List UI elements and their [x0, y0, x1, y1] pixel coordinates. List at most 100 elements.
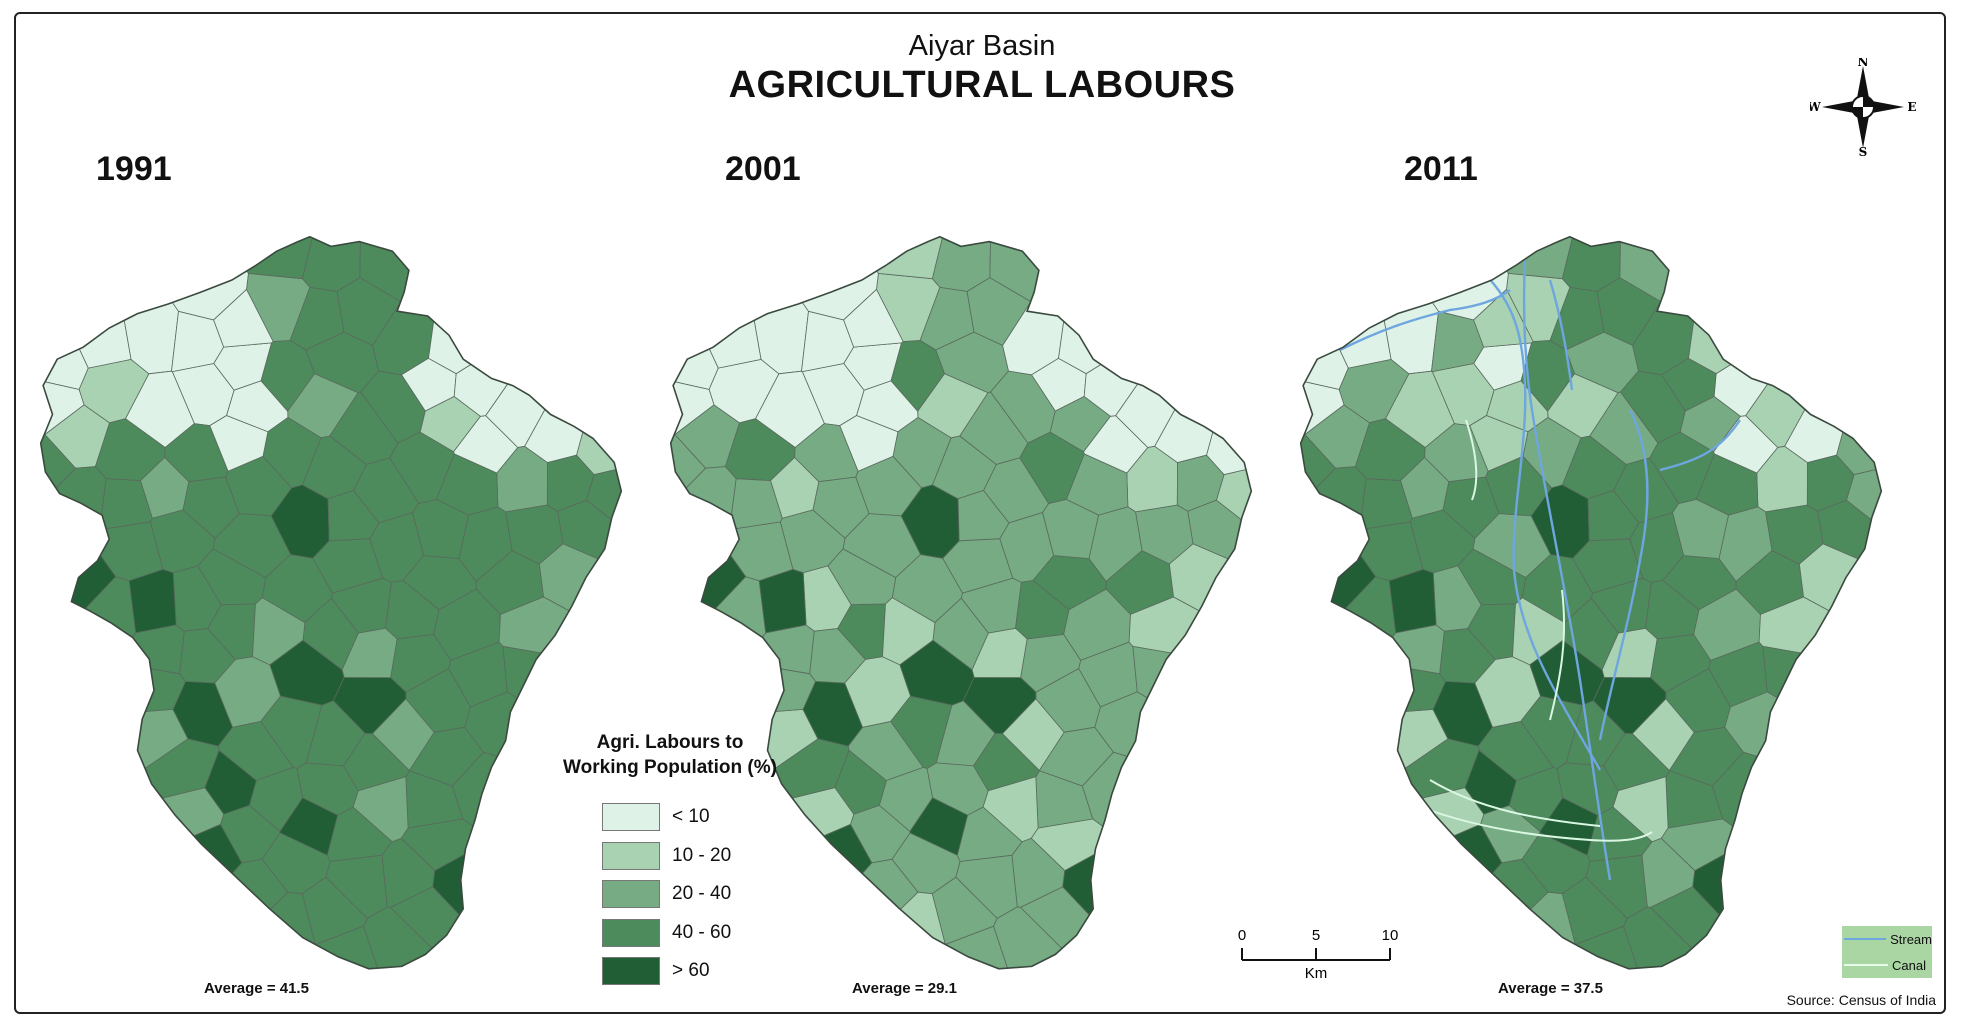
village-polygon — [856, 380, 919, 433]
village-polygon — [909, 797, 969, 856]
legend-item: 20 - 40 — [602, 875, 800, 914]
village-polygon — [1649, 431, 1715, 504]
village-polygon — [1300, 255, 1349, 390]
legend-swatch — [602, 841, 660, 870]
village-polygon — [839, 415, 899, 472]
panel-average-2011: Average = 37.5 — [1498, 980, 1603, 997]
village-polygon — [1338, 358, 1410, 424]
feature-label-stream: Stream — [1890, 931, 1932, 947]
feature-key-canal: Canal — [1842, 952, 1932, 978]
village-polygon — [40, 236, 132, 369]
legend-item: 10 - 20 — [602, 837, 800, 876]
legend: Agri. Labours to Working Population (%) … — [540, 730, 800, 991]
map-title: AGRICULTURAL LABOURS — [728, 64, 1236, 106]
feature-key-stream: Stream — [1842, 926, 1932, 952]
village-polygon — [962, 676, 1037, 735]
village-polygon — [1619, 236, 1786, 303]
village-polygon — [999, 512, 1055, 583]
village-polygon — [1688, 236, 1882, 375]
village-polygon — [209, 415, 269, 472]
stream-line — [1548, 279, 1574, 391]
village-polygon — [1062, 839, 1252, 969]
village-polygon — [1094, 691, 1252, 797]
village-polygon — [332, 676, 407, 735]
map-subtitle: Aiyar Basin — [908, 30, 1056, 62]
village-polygon — [1556, 762, 1619, 816]
village-polygon — [40, 787, 225, 905]
village-polygon — [1631, 698, 1695, 772]
village-polygon — [1442, 476, 1500, 539]
legend-swatch — [602, 880, 660, 909]
village-polygon — [770, 456, 820, 519]
village-polygon — [1469, 415, 1529, 472]
village-polygon — [576, 272, 622, 476]
village-polygon — [78, 358, 150, 424]
legend-title-line-2: Working Population (%) — [563, 757, 777, 778]
canal-line-symbol — [1844, 964, 1888, 966]
compass-s-label: S — [1859, 145, 1868, 156]
legend-title-line-1: Agri. Labours to — [596, 732, 744, 753]
village-polygon — [389, 431, 455, 504]
legend-swatch — [602, 957, 660, 986]
panel-year-1991: 1991 — [96, 150, 172, 188]
village-polygon — [708, 358, 780, 424]
village-polygon — [1206, 272, 1252, 476]
legend-label: < 10 — [672, 806, 710, 828]
village-polygon — [226, 380, 289, 433]
village-polygon — [279, 797, 339, 856]
scale-tick-label: 5 — [1312, 927, 1320, 944]
village-polygon — [882, 597, 936, 666]
village-polygon — [758, 568, 807, 634]
map-1991 — [40, 235, 623, 970]
village-polygon — [853, 236, 945, 280]
canal-line — [1429, 779, 1601, 827]
village-polygon — [1462, 891, 1576, 969]
panel-average-1991: Average = 41.5 — [204, 980, 309, 997]
village-polygon — [1402, 858, 1549, 969]
stream-line — [1522, 236, 1612, 881]
basin-boundary — [1300, 235, 1883, 970]
village-polygon — [40, 823, 243, 969]
village-polygon — [213, 288, 274, 348]
source-note: Source: Census of India — [1786, 992, 1936, 1008]
stream-line — [1339, 289, 1511, 352]
village-polygon — [1300, 787, 1485, 905]
village-polygon — [202, 891, 316, 969]
village-polygon — [1539, 797, 1599, 856]
scale-tick-label: 0 — [1238, 927, 1246, 944]
village-polygon — [359, 236, 526, 303]
stream-line — [1449, 239, 1602, 771]
legend-item: 40 - 60 — [602, 914, 800, 953]
village-polygons — [1300, 236, 1882, 969]
village-polygon — [1132, 645, 1252, 763]
village-polygon — [289, 286, 345, 351]
village-polygon — [341, 627, 398, 679]
village-polygon — [957, 490, 1010, 542]
village-polygon — [428, 236, 622, 375]
village-polygon — [128, 568, 177, 634]
village-polygon — [1806, 454, 1855, 512]
panel-year-2001: 2001 — [725, 150, 801, 188]
stream-line — [1598, 409, 1649, 741]
village-polygon — [1154, 261, 1252, 464]
basin-boundary — [40, 235, 623, 970]
village-polygon — [989, 236, 1156, 303]
village-polygon — [1081, 751, 1252, 869]
village-polygon — [919, 286, 975, 351]
village-polygon — [1587, 490, 1640, 542]
stream-line-symbol — [1844, 938, 1887, 940]
village-polygon — [1711, 751, 1882, 869]
north-arrow-compass: N S W E — [1806, 55, 1916, 159]
map-2011 — [1300, 235, 1883, 970]
village-polygon — [1836, 272, 1882, 476]
village-polygon — [1784, 261, 1882, 464]
village-polygon — [971, 627, 1028, 679]
village-polygon — [926, 762, 989, 816]
village-polygon — [812, 476, 870, 539]
village-polygon — [843, 288, 904, 348]
village-polygon — [140, 456, 190, 519]
village-polygon — [1019, 431, 1085, 504]
village-polygon — [890, 695, 953, 769]
compass-n-label: N — [1858, 58, 1869, 69]
canal-line — [1549, 589, 1566, 721]
